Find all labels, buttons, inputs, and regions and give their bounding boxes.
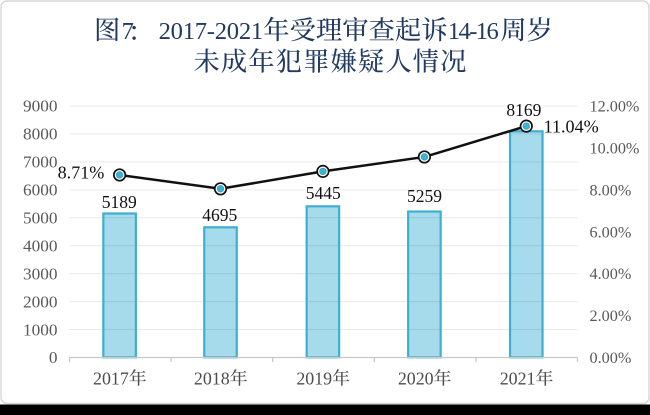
svg-text:0: 0 <box>49 348 58 367</box>
svg-text:6.00%: 6.00% <box>590 223 632 241</box>
svg-text:14-16: 14-16 <box>448 18 499 45</box>
svg-text:0.00%: 0.00% <box>590 349 632 367</box>
svg-text:1000: 1000 <box>23 320 58 339</box>
svg-text:2000: 2000 <box>23 292 58 311</box>
svg-text:4.00%: 4.00% <box>590 265 632 283</box>
svg-text:4695: 4695 <box>202 205 237 225</box>
svg-text:2021: 2021 <box>500 368 536 388</box>
svg-text:8.00%: 8.00% <box>590 181 632 199</box>
svg-text:7000: 7000 <box>23 153 58 172</box>
svg-text:2020: 2020 <box>398 368 434 388</box>
svg-text:5189: 5189 <box>102 192 137 212</box>
svg-text:8169: 8169 <box>506 100 541 120</box>
svg-text:2.00%: 2.00% <box>590 307 632 325</box>
svg-text:12.00%: 12.00% <box>590 98 640 116</box>
svg-text:11.04%: 11.04% <box>544 117 599 137</box>
svg-text:8000: 8000 <box>23 125 58 144</box>
svg-text:3000: 3000 <box>23 264 58 283</box>
svg-text:5445: 5445 <box>306 183 341 203</box>
svg-text:7: 7 <box>122 18 134 45</box>
svg-text:2017: 2017 <box>93 368 129 388</box>
svg-text:4000: 4000 <box>23 236 58 255</box>
svg-text:2019: 2019 <box>296 368 332 388</box>
svg-text:9000: 9000 <box>23 97 58 116</box>
svg-text:2018: 2018 <box>194 368 230 388</box>
svg-text:5000: 5000 <box>23 208 58 227</box>
svg-text:6000: 6000 <box>23 181 58 200</box>
svg-text:8.71%: 8.71% <box>58 163 105 183</box>
svg-text:5259: 5259 <box>407 186 442 206</box>
svg-text:10.00%: 10.00% <box>590 139 640 157</box>
svg-text:2017-2021: 2017-2021 <box>159 18 264 45</box>
